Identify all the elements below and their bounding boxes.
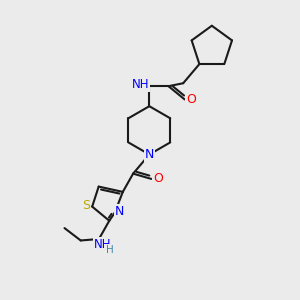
Text: S: S xyxy=(82,199,90,212)
Text: H: H xyxy=(106,245,114,255)
Text: O: O xyxy=(186,93,196,106)
Text: N: N xyxy=(145,148,154,161)
Text: NH: NH xyxy=(131,78,149,91)
Text: O: O xyxy=(153,172,163,185)
Text: N: N xyxy=(115,205,124,218)
Text: NH: NH xyxy=(94,238,112,251)
